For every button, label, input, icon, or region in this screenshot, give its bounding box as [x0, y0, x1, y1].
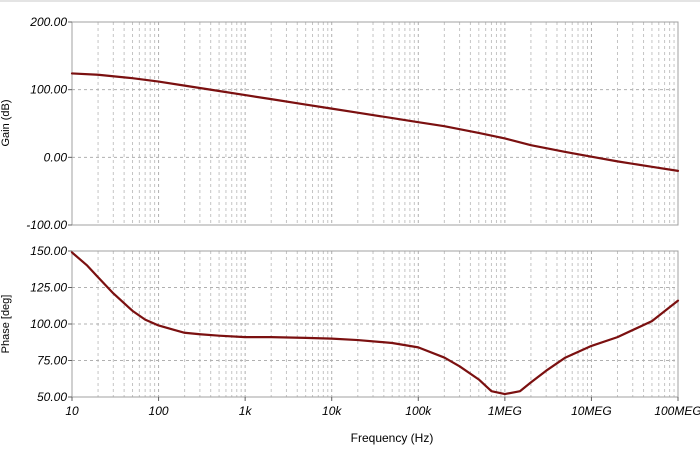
- x-tick-label: 10MEG: [571, 404, 612, 418]
- phase-series-line: [70, 251, 680, 396]
- gain-y-axis-label: Gain (dB): [0, 99, 12, 146]
- phase-y-ticks: 150.00 125.00 100.00 75.00 50.00: [30, 244, 72, 404]
- frequency-x-ticks: 10 100 1k 10k 100k 1MEG 10MEG 100MEG: [65, 397, 700, 418]
- x-tick-label: 100: [149, 404, 169, 418]
- x-tick-label: 1MEG: [488, 404, 522, 418]
- gain-y-tick-label: 0.00: [44, 150, 68, 164]
- gain-y-ticks: 200.00 100.00 0.00 -100.00: [26, 15, 72, 232]
- x-tick-label: 10k: [322, 404, 342, 418]
- gain-chart: 200.00 100.00 0.00 -100.00 Gain (dB): [0, 15, 680, 232]
- gain-y-tick-label: 200.00: [29, 15, 67, 29]
- x-tick-label: 1k: [239, 404, 253, 418]
- gain-y-tick-label: 100.00: [30, 83, 67, 97]
- gain-y-tick-label: -100.00: [26, 218, 67, 232]
- x-axis-label: Frequency (Hz): [351, 431, 434, 445]
- x-tick-label: 10: [65, 404, 79, 418]
- gain-grid: [72, 22, 678, 225]
- phase-y-tick-label: 125.00: [30, 281, 67, 295]
- phase-y-axis-label: Phase [deg]: [0, 295, 12, 354]
- x-tick-label: 100MEG: [654, 404, 700, 418]
- phase-y-tick-label: 75.00: [37, 354, 67, 368]
- phase-y-tick-label: 100.00: [30, 317, 67, 331]
- phase-y-tick-label: 150.00: [30, 244, 67, 258]
- x-tick-label: 100k: [405, 404, 432, 418]
- gain-plot-frame: [71, 21, 679, 226]
- gain-series-line: [70, 72, 680, 172]
- phase-grid: [72, 251, 678, 397]
- phase-y-tick-label: 50.00: [37, 390, 67, 404]
